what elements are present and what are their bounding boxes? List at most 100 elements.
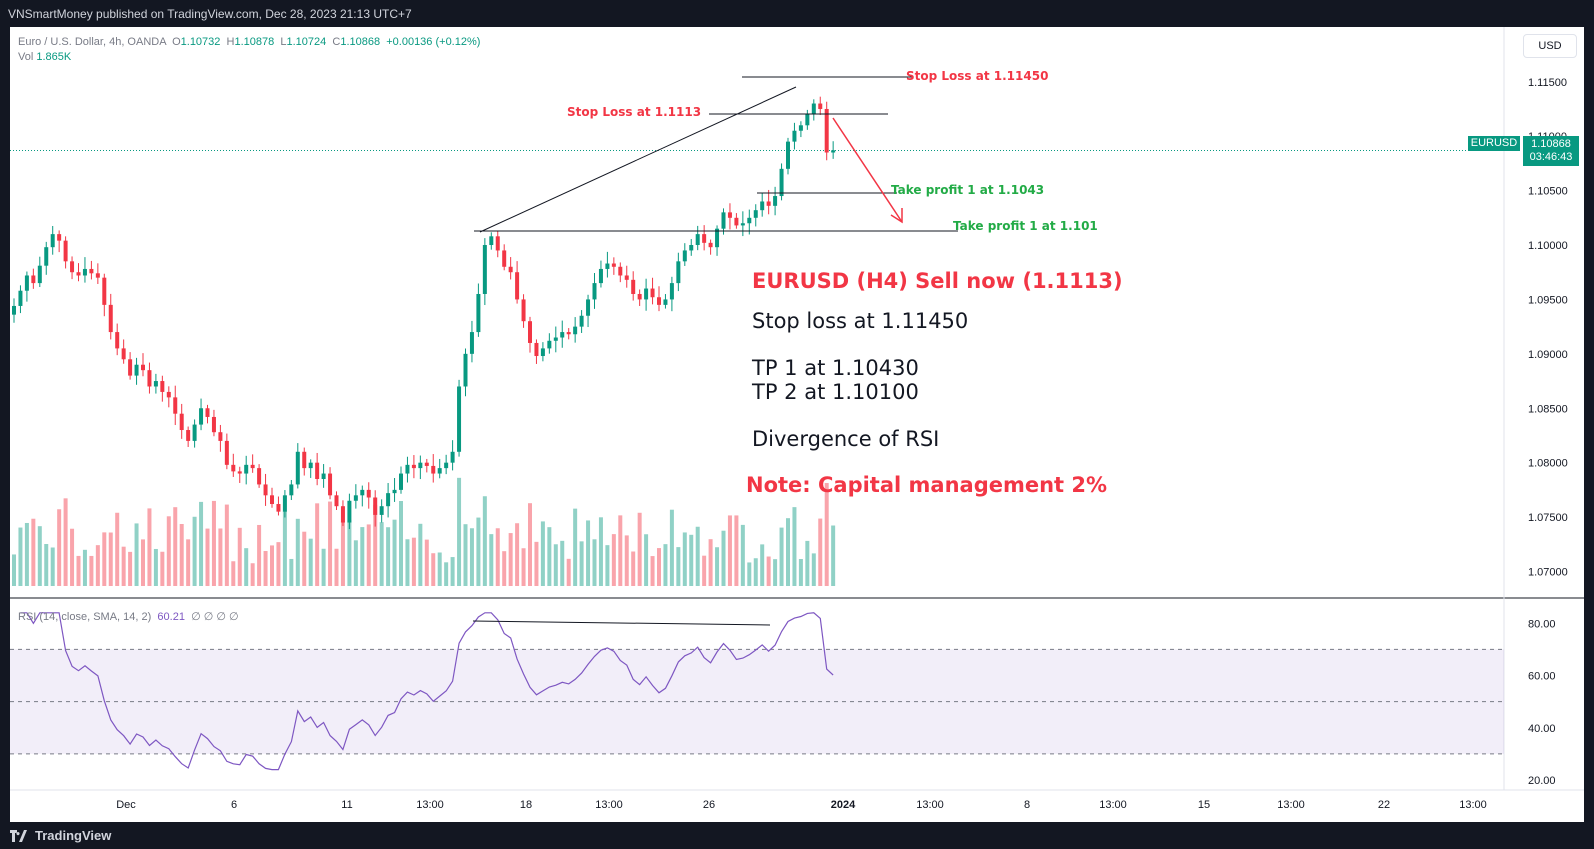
volume-bar <box>766 556 771 586</box>
candle-body <box>579 315 584 327</box>
candle-body <box>624 275 629 280</box>
candle-body <box>24 275 29 291</box>
candle-body <box>340 506 345 523</box>
rsi-legend: RSI (14, close, SMA, 14, 2) 60.21 ∅ ∅ ∅ … <box>18 610 239 623</box>
volume-bar <box>650 556 655 586</box>
volume-bar <box>250 563 255 586</box>
volume-bar <box>57 509 62 586</box>
volume-bar <box>534 541 539 586</box>
candle-body <box>321 473 326 479</box>
tradingview-logo-icon <box>10 829 27 842</box>
candle-body <box>328 473 333 496</box>
candle-body <box>818 103 823 109</box>
candle-body <box>128 359 133 376</box>
high-label: H <box>226 36 235 48</box>
volume-bar <box>740 524 745 586</box>
candle-body <box>502 250 507 267</box>
volume-bar <box>70 528 75 586</box>
volume-bar <box>95 545 100 586</box>
candle-body <box>715 228 720 248</box>
candle-body <box>495 236 500 251</box>
stop-loss-note: Stop loss at 1.11450 <box>752 309 969 333</box>
volume-bar <box>598 517 603 586</box>
candle-body <box>811 103 816 115</box>
volume-bar <box>431 553 436 586</box>
volume-bar <box>773 559 778 586</box>
volume-bar <box>611 534 616 586</box>
volume-bar <box>302 531 307 586</box>
candle-body <box>405 464 410 474</box>
volume-bar <box>340 521 345 586</box>
low-label: L <box>280 36 287 48</box>
volume-bar <box>321 548 326 586</box>
candle-body <box>315 462 320 479</box>
candle-body <box>373 497 378 515</box>
candle-body <box>824 108 829 153</box>
volume-bar <box>147 508 152 586</box>
chart-frame <box>0 27 1594 822</box>
candle-body <box>457 386 462 452</box>
candle-body <box>702 234 707 243</box>
volume-bar <box>657 548 661 586</box>
price-axis-tick: 1.09500 <box>1528 294 1568 306</box>
candle-body <box>270 495 274 505</box>
candle-body <box>521 299 526 322</box>
time-axis-tick: 26 <box>703 799 715 811</box>
volume-bar <box>289 558 294 586</box>
volume-bar <box>702 555 707 586</box>
candle-body <box>566 332 571 335</box>
volume-bar <box>547 527 552 586</box>
last-price-value: 1.10868 <box>1531 138 1571 150</box>
candle-body <box>611 263 616 267</box>
candle-body <box>147 370 152 387</box>
candle-body <box>669 283 674 300</box>
volume-bar <box>282 511 287 586</box>
volume-bar <box>676 547 681 586</box>
candle-body <box>276 504 281 512</box>
stop-loss-label-1: Stop Loss at 1.11450 <box>906 69 1049 83</box>
low-value: 1.10724 <box>286 36 327 48</box>
candle-body <box>257 468 262 485</box>
volume-bar <box>141 539 145 586</box>
candle-body <box>347 500 352 523</box>
candle-body <box>586 299 591 316</box>
candle-body <box>192 424 197 441</box>
volume-bar <box>469 528 474 586</box>
candle-body <box>424 462 429 466</box>
candle-body <box>44 247 49 266</box>
candle-body <box>547 340 552 349</box>
candle-body <box>747 217 752 224</box>
candle-body <box>560 332 565 338</box>
currency-button[interactable]: USD <box>1523 34 1577 58</box>
rsi-axis-tick: 80.00 <box>1528 618 1556 630</box>
time-axis-tick: Dec <box>116 799 136 811</box>
candle-body <box>773 196 778 206</box>
candle-body <box>618 266 623 276</box>
candle-body <box>734 217 739 226</box>
time-axis-tick: 11 <box>341 799 352 811</box>
time-axis-tick: 6 <box>231 799 237 811</box>
published-text: VNSmartMoney published on TradingView.co… <box>8 7 412 21</box>
volume-bar <box>482 496 487 586</box>
volume-bar <box>192 516 197 586</box>
volume-bar <box>386 527 391 586</box>
take-profit-label-1: Take profit 1 at 1.1043 <box>891 183 1045 197</box>
candle-body <box>418 462 423 469</box>
volume-bar <box>424 539 429 586</box>
volume-bar <box>437 552 442 586</box>
volume-bar <box>566 558 571 586</box>
candle-body <box>37 265 42 284</box>
stop-loss-label-2: Stop Loss at 1.1113 <box>567 105 702 119</box>
volume-bar <box>779 527 784 586</box>
candle-body <box>676 261 681 284</box>
volume-bar <box>605 545 610 586</box>
price-axis-tick: 1.09000 <box>1528 349 1568 361</box>
volume-bar <box>457 477 462 586</box>
candle-body <box>721 212 726 229</box>
volume-bar <box>592 539 597 586</box>
volume-bar <box>218 528 223 586</box>
tp2-note: TP 2 at 1.10100 <box>752 380 919 404</box>
sell-arrow-head <box>890 208 903 224</box>
volume-bar <box>102 532 107 586</box>
